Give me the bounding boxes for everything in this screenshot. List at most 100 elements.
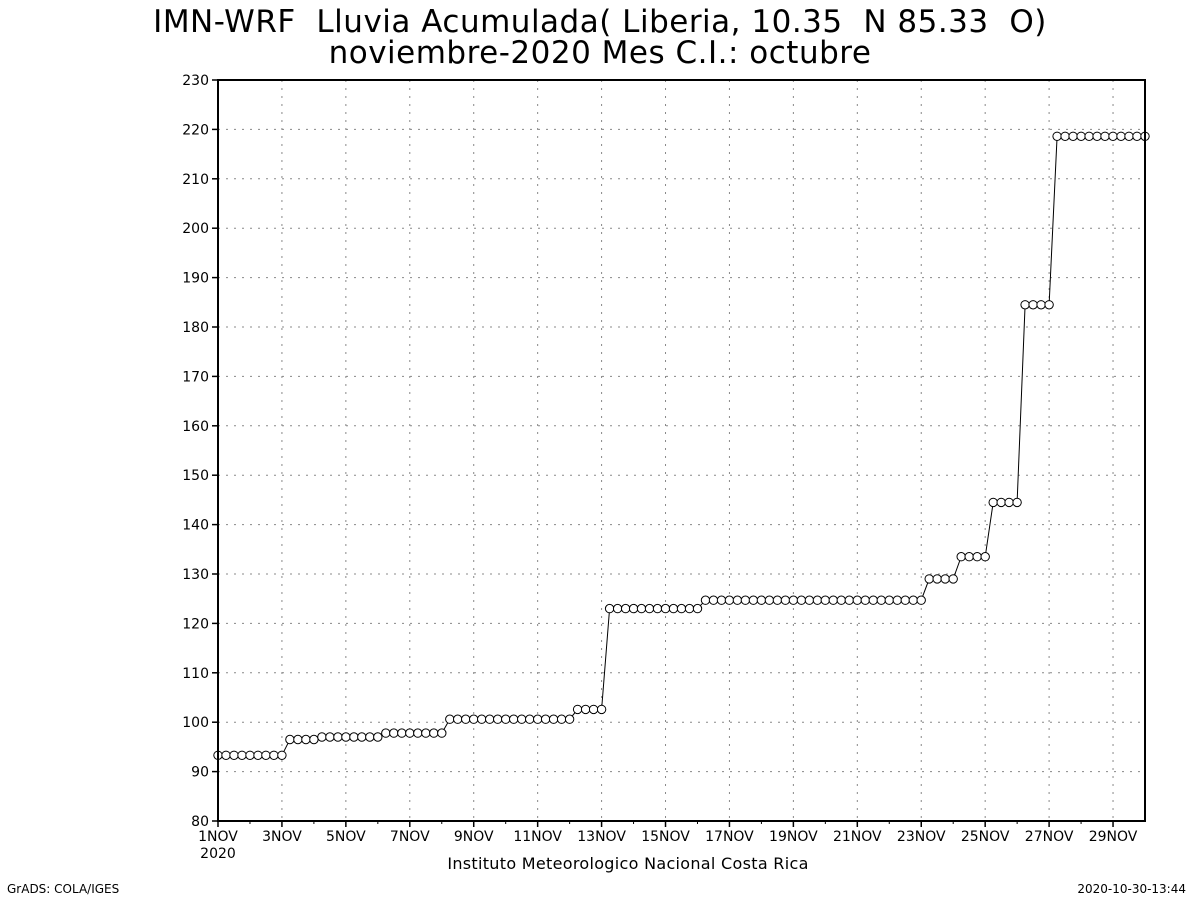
data-point [1012,497,1022,508]
y-tick-label: 140 [182,518,209,534]
data-point [333,732,343,742]
y-tick-label: 210 [182,172,209,188]
data-point [453,714,463,724]
data-point [533,714,543,724]
data-point [357,732,367,742]
data-point [868,595,878,605]
data-point [948,574,958,584]
data-point [724,595,735,605]
data-point [700,595,711,605]
data-point [1092,131,1102,142]
data-point [540,714,551,724]
x-tick-label: 9NOV [454,829,494,845]
data-point [461,714,471,724]
data-point [732,595,743,605]
data-point [421,728,431,738]
data-point [277,750,287,760]
data-point [381,728,391,738]
data-point [956,552,966,562]
y-tick-label: 110 [182,666,209,682]
data-point [796,595,807,605]
axis-ticks: 80 90 100 110 120 130 140 150 160 170 180 190 200 210… [182,73,1138,862]
data-point [996,497,1006,508]
data-point [652,603,663,614]
footer-timestamp: 2020-10-30-13:44 [1077,882,1186,896]
data-point [501,714,511,724]
data-point [620,603,631,614]
data-point [932,574,942,584]
data-point [373,732,383,742]
y-tick-label: 200 [182,221,209,237]
data-point [1132,131,1142,142]
data-point [988,497,998,508]
data-point [293,734,303,745]
data-point [940,574,950,584]
chart-title: IMN-WRF Lluvia Acumulada( Liberia, 10.35… [153,4,1047,40]
data-point [325,732,335,742]
data-point [437,728,447,738]
data-point [389,728,399,738]
data-point [253,750,263,760]
data-point [900,595,910,605]
data-point [1052,131,1062,142]
data-point [596,704,607,715]
x-tick-label: 11NOV [513,829,562,845]
data-point [708,595,719,605]
x-tick-label: 29NOV [1089,829,1138,845]
data-point [828,595,838,605]
data-point [477,714,487,724]
data-point [748,595,759,605]
data-point [301,734,311,745]
data-point [1028,300,1038,310]
data-point [349,732,359,742]
data-point [804,595,815,605]
data-point [1108,131,1118,142]
data-point [1020,300,1030,310]
data-point [740,595,751,605]
data-point [1004,497,1014,508]
data-point [612,603,623,614]
data-point [892,595,902,605]
data-point [365,732,375,742]
x-tick-label: 1NOV [198,829,238,845]
data-point [397,728,407,738]
x-tick-label: 27NOV [1025,829,1074,845]
x-tick-label: 5NOV [326,829,366,845]
data-point [509,714,519,724]
data-point [493,714,503,724]
y-tick-label: 130 [182,567,209,583]
data-point [716,595,727,605]
chart-subtitle: noviembre-2020 Mes C.I.: octubre [328,35,872,71]
y-tick-label: 100 [182,715,209,731]
x-tick-label: 15NOV [641,829,690,845]
data-point [924,574,934,584]
data-point [221,750,231,760]
data-point [604,603,615,614]
data-point [980,552,990,562]
data-point [628,603,639,614]
y-tick-label: 220 [182,122,209,138]
data-point [445,714,455,724]
data-point [1060,131,1070,142]
data-point [1124,131,1134,142]
data-point [668,603,679,614]
data-point [1044,300,1054,310]
data-point [836,595,846,605]
data-point [756,595,767,605]
x-tick-label: 25NOV [961,829,1010,845]
data-point [580,704,591,715]
y-tick-label: 180 [182,320,209,336]
x-tick-label: 17NOV [705,829,754,845]
y-tick-label: 120 [182,616,209,632]
data-point [964,552,974,562]
y-tick-label: 230 [182,73,209,89]
x-tick-label: 19NOV [769,829,818,845]
data-point [548,714,559,724]
data-point [820,595,830,605]
data-point [517,714,527,724]
data-point [261,750,271,760]
data-point [588,704,599,715]
x-tick-label: 21NOV [833,829,882,845]
data-point [1036,300,1046,310]
data-point [780,595,791,605]
